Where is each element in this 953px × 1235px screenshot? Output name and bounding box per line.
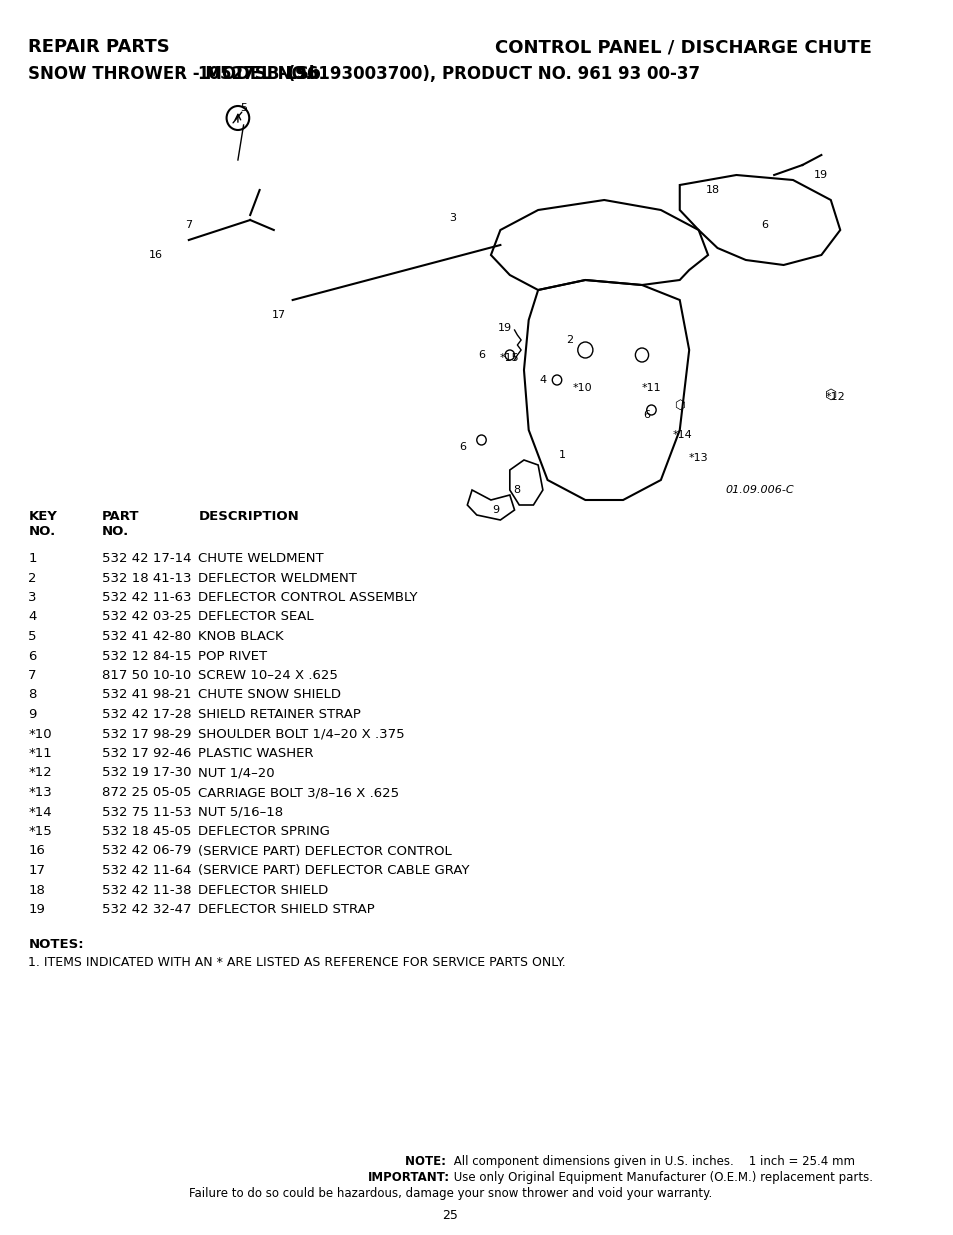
Text: NUT 1/4–20: NUT 1/4–20 <box>198 767 274 779</box>
Text: 6: 6 <box>458 442 466 452</box>
Text: *15: *15 <box>499 353 519 363</box>
Text: 532 19 17-30: 532 19 17-30 <box>102 767 192 779</box>
Text: 3: 3 <box>449 212 456 224</box>
Text: NUT 5/16–18: NUT 5/16–18 <box>198 805 283 819</box>
Text: DEFLECTOR SHIELD: DEFLECTOR SHIELD <box>198 883 328 897</box>
Text: 16: 16 <box>149 249 163 261</box>
Text: *14: *14 <box>29 805 51 819</box>
Text: 18: 18 <box>29 883 45 897</box>
Text: CONTROL PANEL / DISCHARGE CHUTE: CONTROL PANEL / DISCHARGE CHUTE <box>495 38 871 56</box>
Text: DEFLECTOR SHIELD STRAP: DEFLECTOR SHIELD STRAP <box>198 903 375 916</box>
Text: SCREW 10–24 X .625: SCREW 10–24 X .625 <box>198 669 337 682</box>
Text: 9: 9 <box>492 505 498 515</box>
Text: 532 42 03-25: 532 42 03-25 <box>102 610 192 624</box>
Text: CARRIAGE BOLT 3/8–16 X .625: CARRIAGE BOLT 3/8–16 X .625 <box>198 785 399 799</box>
Text: 6: 6 <box>642 410 650 420</box>
Text: (SERVICE PART) DEFLECTOR CABLE GRAY: (SERVICE PART) DEFLECTOR CABLE GRAY <box>198 864 469 877</box>
Text: SNOW THROWER - MODEL NO.: SNOW THROWER - MODEL NO. <box>29 65 317 83</box>
Text: 7: 7 <box>29 669 37 682</box>
Text: Use only Original Equipment Manufacturer (O.E.M.) replacement parts.: Use only Original Equipment Manufacturer… <box>450 1171 872 1184</box>
Text: *10: *10 <box>572 383 592 393</box>
Text: POP RIVET: POP RIVET <box>198 650 267 662</box>
Text: 10527SB-LSb: 10527SB-LSb <box>197 65 320 83</box>
Text: REPAIR PARTS: REPAIR PARTS <box>29 38 170 56</box>
Text: 817 50 10-10: 817 50 10-10 <box>102 669 191 682</box>
Text: 6: 6 <box>477 350 484 359</box>
Text: 532 42 11-63: 532 42 11-63 <box>102 592 192 604</box>
Text: *14: *14 <box>672 430 692 440</box>
Text: 17: 17 <box>29 864 46 877</box>
Text: 532 17 98-29: 532 17 98-29 <box>102 727 192 741</box>
Text: (96193003700), PRODUCT NO. 961 93 00-37: (96193003700), PRODUCT NO. 961 93 00-37 <box>282 65 700 83</box>
Text: CHUTE SNOW SHIELD: CHUTE SNOW SHIELD <box>198 688 341 701</box>
Text: KEY
NO.: KEY NO. <box>29 510 57 538</box>
Text: 872 25 05-05: 872 25 05-05 <box>102 785 192 799</box>
Text: 8: 8 <box>29 688 36 701</box>
Text: (SERVICE PART) DEFLECTOR CONTROL: (SERVICE PART) DEFLECTOR CONTROL <box>198 845 452 857</box>
Text: 532 42 17-28: 532 42 17-28 <box>102 708 192 721</box>
Text: SHOULDER BOLT 1/4–20 X .375: SHOULDER BOLT 1/4–20 X .375 <box>198 727 404 741</box>
Text: 25: 25 <box>442 1209 457 1221</box>
Text: 6: 6 <box>29 650 36 662</box>
Text: DEFLECTOR WELDMENT: DEFLECTOR WELDMENT <box>198 572 356 584</box>
Text: 18: 18 <box>705 185 720 195</box>
Text: 1: 1 <box>29 552 37 564</box>
Text: *11: *11 <box>641 383 660 393</box>
Text: 2: 2 <box>29 572 37 584</box>
Text: Failure to do so could be hazardous, damage your snow thrower and void your warr: Failure to do so could be hazardous, dam… <box>189 1187 711 1200</box>
Text: All component dimensions given in U.S. inches.    1 inch = 25.4 mm: All component dimensions given in U.S. i… <box>450 1155 855 1168</box>
Text: *13: *13 <box>29 785 52 799</box>
Text: 5: 5 <box>240 103 247 112</box>
Text: 01.09.006-C: 01.09.006-C <box>724 485 793 495</box>
Text: 4: 4 <box>538 375 546 385</box>
Text: 532 18 45-05: 532 18 45-05 <box>102 825 192 839</box>
Text: NOTE:: NOTE: <box>405 1155 450 1168</box>
Text: PLASTIC WASHER: PLASTIC WASHER <box>198 747 314 760</box>
Text: ⬡: ⬡ <box>824 388 836 403</box>
Text: 19: 19 <box>497 324 512 333</box>
Text: DESCRIPTION: DESCRIPTION <box>198 510 298 522</box>
Text: DEFLECTOR CONTROL ASSEMBLY: DEFLECTOR CONTROL ASSEMBLY <box>198 592 417 604</box>
Text: CHUTE WELDMENT: CHUTE WELDMENT <box>198 552 324 564</box>
Text: *12: *12 <box>824 391 844 403</box>
Text: 1: 1 <box>558 450 565 459</box>
Text: SHIELD RETAINER STRAP: SHIELD RETAINER STRAP <box>198 708 361 721</box>
Text: NOTES:: NOTES: <box>29 939 84 951</box>
Text: 2: 2 <box>565 335 572 345</box>
Text: 532 42 17-14: 532 42 17-14 <box>102 552 192 564</box>
Text: 532 42 06-79: 532 42 06-79 <box>102 845 191 857</box>
Text: 7: 7 <box>185 220 193 230</box>
Text: *11: *11 <box>29 747 52 760</box>
Text: 19: 19 <box>29 903 45 916</box>
Text: 9: 9 <box>29 708 36 721</box>
Text: DEFLECTOR SEAL: DEFLECTOR SEAL <box>198 610 314 624</box>
Text: 6: 6 <box>760 220 767 230</box>
Text: PART
NO.: PART NO. <box>102 510 139 538</box>
Text: 532 42 11-38: 532 42 11-38 <box>102 883 192 897</box>
Text: 532 42 32-47: 532 42 32-47 <box>102 903 192 916</box>
Text: KNOB BLACK: KNOB BLACK <box>198 630 284 643</box>
Text: *15: *15 <box>29 825 52 839</box>
Text: 19: 19 <box>814 170 827 180</box>
Text: 16: 16 <box>29 845 45 857</box>
Text: *13: *13 <box>688 453 708 463</box>
Text: *10: *10 <box>29 727 51 741</box>
Text: 532 75 11-53: 532 75 11-53 <box>102 805 192 819</box>
Text: 17: 17 <box>272 310 285 320</box>
Text: *12: *12 <box>29 767 52 779</box>
Text: 532 41 42-80: 532 41 42-80 <box>102 630 191 643</box>
Text: 532 42 11-64: 532 42 11-64 <box>102 864 192 877</box>
Text: DEFLECTOR SPRING: DEFLECTOR SPRING <box>198 825 330 839</box>
Text: 5: 5 <box>29 630 37 643</box>
Text: ⬡: ⬡ <box>674 399 684 411</box>
Text: 532 12 84-15: 532 12 84-15 <box>102 650 192 662</box>
Text: 1. ITEMS INDICATED WITH AN * ARE LISTED AS REFERENCE FOR SERVICE PARTS ONLY.: 1. ITEMS INDICATED WITH AN * ARE LISTED … <box>29 956 565 968</box>
Text: 4: 4 <box>29 610 36 624</box>
Text: 3: 3 <box>29 592 37 604</box>
Text: 532 41 98-21: 532 41 98-21 <box>102 688 192 701</box>
Text: IMPORTANT:: IMPORTANT: <box>368 1171 450 1184</box>
Text: 8: 8 <box>513 485 519 495</box>
Text: 532 18 41-13: 532 18 41-13 <box>102 572 192 584</box>
Text: 532 17 92-46: 532 17 92-46 <box>102 747 192 760</box>
